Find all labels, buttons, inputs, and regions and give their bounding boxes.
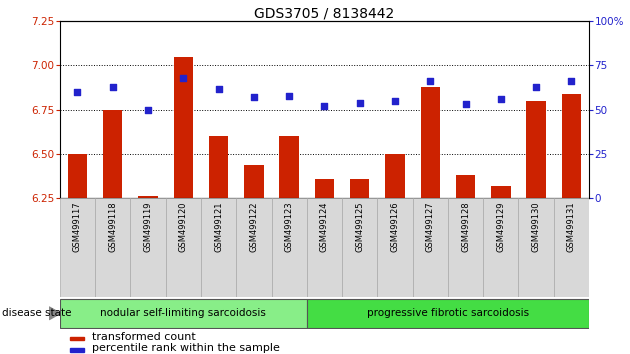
Bar: [315, 179, 334, 198]
Bar: [68, 154, 87, 198]
Bar: [71, 337, 84, 341]
Bar: [421, 87, 440, 198]
FancyBboxPatch shape: [518, 198, 554, 297]
Bar: [350, 179, 369, 198]
Text: GSM499117: GSM499117: [73, 201, 82, 252]
FancyBboxPatch shape: [342, 198, 377, 297]
Text: disease state: disease state: [2, 308, 71, 318]
Point: [566, 79, 576, 84]
FancyBboxPatch shape: [448, 198, 483, 297]
Point: [355, 100, 365, 105]
Point: [425, 79, 435, 84]
Bar: [527, 101, 546, 198]
Bar: [456, 175, 475, 198]
Point: [531, 84, 541, 90]
Polygon shape: [49, 307, 60, 320]
Point: [461, 102, 471, 107]
Point: [143, 107, 153, 113]
Bar: [386, 154, 404, 198]
Point: [249, 95, 259, 100]
Text: GSM499119: GSM499119: [144, 201, 152, 252]
Point: [178, 75, 188, 81]
FancyBboxPatch shape: [166, 198, 201, 297]
Point: [390, 98, 400, 104]
Point: [108, 84, 118, 90]
Text: GSM499128: GSM499128: [461, 201, 470, 252]
Text: percentile rank within the sample: percentile rank within the sample: [91, 343, 280, 353]
Bar: [280, 136, 299, 198]
Text: GSM499121: GSM499121: [214, 201, 223, 252]
FancyBboxPatch shape: [236, 198, 272, 297]
Bar: [174, 57, 193, 198]
Point: [214, 86, 224, 91]
Text: nodular self-limiting sarcoidosis: nodular self-limiting sarcoidosis: [100, 308, 266, 318]
Text: transformed count: transformed count: [91, 332, 195, 342]
FancyBboxPatch shape: [554, 198, 589, 297]
Point: [319, 103, 329, 109]
FancyBboxPatch shape: [413, 198, 448, 297]
Bar: [71, 348, 84, 352]
Text: progressive fibrotic sarcoidosis: progressive fibrotic sarcoidosis: [367, 308, 529, 318]
Bar: [491, 186, 510, 198]
Text: GSM499126: GSM499126: [391, 201, 399, 252]
Title: GDS3705 / 8138442: GDS3705 / 8138442: [255, 6, 394, 20]
FancyBboxPatch shape: [377, 198, 413, 297]
Bar: [562, 94, 581, 198]
Text: GSM499131: GSM499131: [567, 201, 576, 252]
Bar: [209, 136, 228, 198]
Point: [496, 96, 506, 102]
Text: GSM499129: GSM499129: [496, 201, 505, 252]
FancyBboxPatch shape: [60, 198, 95, 297]
Bar: [103, 110, 122, 198]
FancyBboxPatch shape: [272, 198, 307, 297]
Text: GSM499120: GSM499120: [179, 201, 188, 252]
FancyBboxPatch shape: [307, 299, 589, 328]
Point: [72, 89, 83, 95]
Text: GSM499122: GSM499122: [249, 201, 258, 252]
Text: GSM499127: GSM499127: [426, 201, 435, 252]
FancyBboxPatch shape: [95, 198, 130, 297]
FancyBboxPatch shape: [60, 299, 307, 328]
Text: GSM499125: GSM499125: [355, 201, 364, 252]
Bar: [139, 196, 158, 198]
FancyBboxPatch shape: [130, 198, 166, 297]
FancyBboxPatch shape: [307, 198, 342, 297]
Text: GSM499123: GSM499123: [285, 201, 294, 252]
Text: GSM499118: GSM499118: [108, 201, 117, 252]
FancyBboxPatch shape: [201, 198, 236, 297]
Text: GSM499124: GSM499124: [320, 201, 329, 252]
Point: [284, 93, 294, 98]
FancyBboxPatch shape: [483, 198, 518, 297]
Bar: [244, 165, 263, 198]
Text: GSM499130: GSM499130: [532, 201, 541, 252]
